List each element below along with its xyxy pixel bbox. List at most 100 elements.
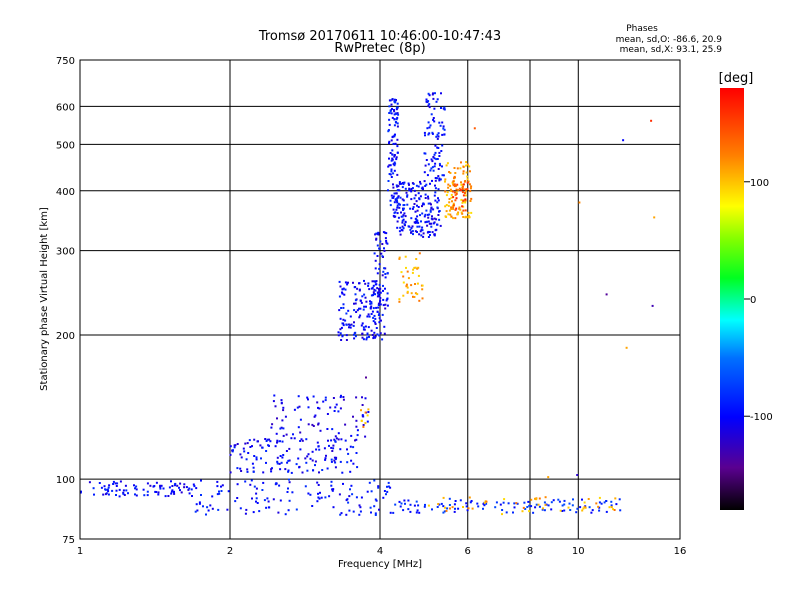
- echo-point: [367, 284, 370, 287]
- echo-point: [437, 168, 440, 170]
- echo-point: [395, 106, 398, 109]
- echo-point: [382, 270, 385, 273]
- echo-point: [395, 121, 398, 124]
- echo-point: [123, 494, 126, 496]
- echo-point: [421, 297, 424, 300]
- echo-point: [528, 504, 531, 507]
- echo-point: [435, 228, 438, 231]
- echo-point: [315, 448, 318, 451]
- echo-point: [445, 204, 448, 206]
- echo-point: [359, 307, 362, 310]
- echo-point: [421, 186, 424, 189]
- echo-point: [296, 406, 299, 409]
- echo-point: [149, 484, 152, 487]
- echo-point: [273, 394, 276, 397]
- echo-point: [393, 161, 396, 164]
- echo-point: [465, 189, 467, 192]
- echo-point: [330, 480, 333, 483]
- echo-point: [444, 190, 447, 193]
- echo-point: [159, 484, 162, 487]
- echo-point: [134, 487, 136, 490]
- echo-point: [393, 154, 396, 156]
- echo-point: [415, 218, 418, 221]
- echo-point: [425, 98, 428, 101]
- echo-point: [393, 124, 396, 127]
- echo-point: [391, 157, 394, 160]
- echo-point: [384, 237, 387, 240]
- echo-point: [400, 271, 403, 274]
- echo-point: [467, 211, 470, 214]
- echo-point: [317, 423, 320, 426]
- echo-point: [375, 499, 378, 502]
- echo-point: [171, 489, 174, 492]
- echo-point: [381, 243, 384, 245]
- echo-point: [332, 488, 335, 491]
- x-tick-label: 6: [465, 546, 471, 557]
- echo-point: [436, 146, 439, 149]
- echo-point: [598, 501, 601, 504]
- echo-point: [377, 314, 380, 317]
- echo-point: [584, 506, 587, 509]
- echo-point: [356, 466, 359, 469]
- echo-point: [462, 199, 465, 202]
- echo-point: [410, 227, 413, 230]
- echo-point: [435, 135, 438, 138]
- echo-point: [431, 179, 433, 182]
- echo-point: [421, 284, 424, 287]
- echo-point: [569, 509, 572, 511]
- echo-point: [179, 489, 181, 492]
- echo-point: [391, 135, 394, 138]
- echo-point: [378, 508, 380, 511]
- echo-point: [452, 180, 455, 183]
- echo-point: [370, 511, 372, 514]
- echo-point: [396, 197, 399, 200]
- echo-point: [469, 190, 472, 193]
- echo-point: [314, 460, 317, 463]
- echo-point: [396, 112, 399, 115]
- echo-point: [251, 497, 253, 500]
- echo-point: [426, 220, 429, 223]
- echo-point: [297, 457, 300, 460]
- echo-point: [324, 457, 327, 460]
- echo-point: [461, 183, 464, 186]
- echo-point: [428, 222, 431, 225]
- echo-point: [412, 206, 415, 209]
- echo-point: [146, 494, 149, 497]
- echo-point: [257, 440, 259, 443]
- echo-point: [220, 485, 222, 488]
- echo-point: [371, 280, 374, 283]
- echo-outlier-point: [651, 304, 654, 307]
- echo-point: [348, 509, 351, 512]
- echo-point: [428, 103, 431, 106]
- echo-point: [209, 504, 212, 507]
- echo-point: [461, 212, 464, 215]
- echo-point: [436, 223, 438, 226]
- echo-point: [454, 500, 457, 502]
- echo-point: [388, 173, 391, 175]
- y-tick-label: 75: [62, 535, 75, 546]
- echo-point: [522, 506, 525, 509]
- echo-point: [373, 314, 376, 317]
- echo-point: [251, 462, 254, 465]
- echo-point: [379, 291, 382, 294]
- echo-point: [304, 457, 307, 460]
- echo-point: [435, 100, 438, 103]
- echo-point: [513, 502, 516, 505]
- echo-point: [454, 208, 457, 211]
- echo-point: [418, 233, 421, 236]
- echo-point: [456, 183, 459, 186]
- echo-point: [134, 493, 136, 496]
- echo-point: [398, 182, 401, 185]
- echo-point: [427, 133, 430, 136]
- echo-point: [453, 503, 456, 506]
- echo-point: [317, 496, 320, 499]
- echo-point: [404, 220, 407, 223]
- echo-point: [252, 470, 255, 473]
- echo-point: [373, 479, 376, 482]
- echo-point: [247, 452, 250, 454]
- echo-point: [240, 456, 243, 459]
- echo-point: [282, 427, 285, 430]
- echo-point: [187, 488, 190, 491]
- echo-point: [348, 495, 351, 498]
- echo-point: [103, 485, 106, 488]
